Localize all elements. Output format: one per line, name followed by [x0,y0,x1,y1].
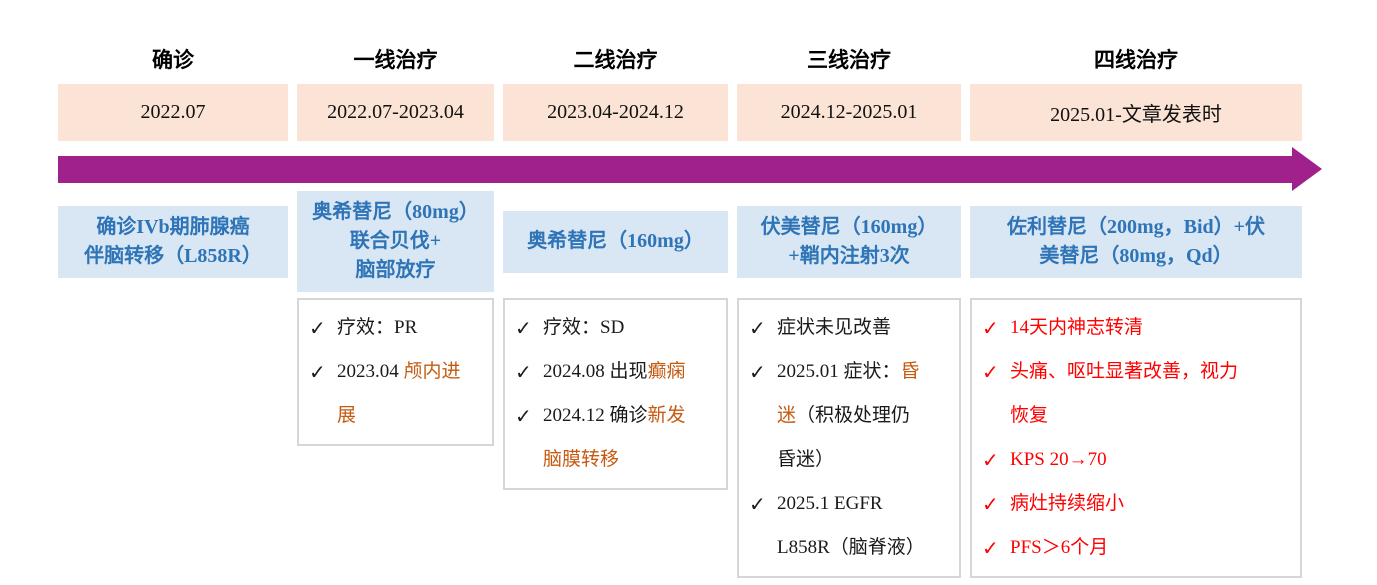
check-icon: ✓ [982,316,999,340]
outcome-text-segment: 恢复 [1010,405,1049,426]
outcome-text-segment: 疗效：SD [543,317,625,338]
date-range-label: 2023.04-2024.12 [547,101,684,123]
phase-header-third-line: 三线治疗 [807,48,891,72]
check-icon: ✓ [515,404,532,428]
outcome-text-segment: 迷 [777,405,797,426]
outcome-text-segment: 昏迷） [777,449,835,470]
check-icon: ✓ [982,360,999,384]
outcome-text-segment: 颅内进 [403,361,461,382]
outcome-text-segment: 症状未见改善 [777,317,892,338]
date-range-box: 2022.07-2023.04 [297,84,494,141]
date-range-box: 2022.07 [58,84,288,141]
date-range-box: 2023.04-2024.12 [503,84,728,141]
outcome-box: ✓ 疗效：PR ✓ 2023.04 颅内进 展 [297,298,494,446]
phase-header-first-line: 一线治疗 [353,48,438,72]
outcome-box: ✓ 14天内神志转清 ✓ 头痛、呕吐显著改善，视力 恢复 ✓ KPS 20→70… [970,298,1302,578]
outcome-text-segment: 疗效：PR [337,317,418,338]
outcome-text-segment: 2024.08 出现 [543,361,648,382]
outcome-text-segment: 昏 [900,361,920,382]
date-range-label: 2022.07-2023.04 [327,101,464,123]
check-icon: ✓ [749,360,766,384]
phase-header-diagnosis: 确诊 [152,48,194,72]
check-icon: ✓ [982,448,999,472]
arrow-head [1292,147,1322,191]
outcome-list: ✓ 疗效：SD ✓ 2024.08 出现癫痫 ✓ 2024.12 确诊新发 脑膜… [513,306,718,482]
timeline-arrow [0,147,1377,192]
outcome-text-segment: 2024.12 确诊 [543,405,648,426]
treatment-line: 伴脑转移（L858R） [84,244,262,267]
outcome-list: ✓ 14天内神志转清 ✓ 头痛、呕吐显著改善，视力 恢复 ✓ KPS 20→70… [980,306,1292,570]
outcome-item: ✓ 14天内神志转清 [980,306,1292,350]
treatment-line: 联合贝伐+ [349,230,442,252]
treatment-line: 奥希替尼（80mg） [312,201,479,223]
outcome-text-segment: 癫痫 [647,361,686,382]
outcome-text-segment: 新发 [647,405,686,426]
treatment-line: 奥希替尼（160mg） [527,230,704,252]
outcome-text-segment: 脑膜转移 [543,449,620,470]
date-range-label: 2022.07 [140,101,206,123]
phase-header-second-line: 二线治疗 [573,48,658,72]
treatment-line: 伏美替尼（160mg） [760,215,938,238]
date-range-label: 2024.12-2025.01 [780,101,918,123]
check-icon: ✓ [982,536,999,560]
outcome-item: ✓ 2023.04 颅内进 展 [307,350,484,438]
phase-headers-row: 确诊 一线治疗 二线治疗 三线治疗 四线治疗 [0,46,1377,74]
outcome-box: ✓ 症状未见改善 ✓ 2025.01 症状：昏 迷（积极处理仍 昏迷） ✓ 20… [737,298,961,578]
treatment-box: 佐利替尼（200mg，Bid）+伏 美替尼（80mg，Qd） [970,205,1302,278]
outcome-text-segment: 展 [337,405,357,426]
outcome-list: ✓ 症状未见改善 ✓ 2025.01 症状：昏 迷（积极处理仍 昏迷） ✓ 20… [747,306,951,570]
check-icon: ✓ [309,316,326,340]
check-icon: ✓ [749,316,766,340]
outcome-item: ✓ 2024.08 出现癫痫 [513,350,718,394]
outcome-text-segment: 2025.01 症状： [777,361,901,382]
outcome-text-segment: （积极处理仍 [796,405,911,426]
treatment-line: 佐利替尼（200mg，Bid）+伏 [1006,215,1266,238]
check-icon: ✓ [982,492,999,516]
check-icon: ✓ [309,360,326,384]
treatment-line: 美替尼（80mg，Qd） [1039,244,1233,267]
check-icon: ✓ [749,492,766,516]
outcomes-row: ✓ 疗效：PR ✓ 2023.04 颅内进 展 ✓ 疗效：SD [0,298,1377,578]
outcome-item: ✓ 头痛、呕吐显著改善，视力 恢复 [980,350,1292,438]
check-icon: ✓ [515,316,532,340]
outcome-item: ✓ 2025.01 症状：昏 迷（积极处理仍 昏迷） [747,350,951,482]
outcome-text-segment: 2023.04 [337,361,404,382]
treatment-box: 奥希替尼（160mg） [503,210,728,273]
treatment-box: 伏美替尼（160mg） +鞘内注射3次 [737,205,961,278]
outcome-item: ✓ 病灶持续缩小 [980,482,1292,526]
outcome-text-segment: PFS＞6个月 [1010,537,1109,558]
arrow-shaft [58,156,1292,183]
phase-header-fourth-line: 四线治疗 [1094,48,1178,72]
outcome-text-segment: L858R（脑脊液） [777,537,925,558]
outcome-list: ✓ 疗效：PR ✓ 2023.04 颅内进 展 [307,306,484,438]
treatment-line: 脑部放疗 [355,259,436,281]
date-range-label: 2025.01-文章发表时 [1050,104,1222,126]
outcome-box: ✓ 疗效：SD ✓ 2024.08 出现癫痫 ✓ 2024.12 确诊新发 脑膜… [503,298,728,490]
outcome-item: ✓ 疗效：PR [307,306,484,350]
outcome-item: ✓ PFS＞6个月 [980,526,1292,570]
outcome-item: ✓ 2025.1 EGFR L858R（脑脊液） [747,482,951,570]
outcome-text-segment: 14天内神志转清 [1010,317,1144,338]
outcome-text-segment: 头痛、呕吐显著改善，视力 [1010,361,1239,382]
outcome-item: ✓ 2024.12 确诊新发 脑膜转移 [513,394,718,482]
outcome-item: ✓ 疗效：SD [513,306,718,350]
check-icon: ✓ [515,360,532,384]
date-range-box: 2024.12-2025.01 [737,84,961,141]
treatment-box: 确诊IVb期肺腺癌 伴脑转移（L858R） [58,205,288,278]
treatments-row: 确诊IVb期肺腺癌 伴脑转移（L858R） 奥希替尼（80mg） 联合贝伐+ 脑… [0,191,1377,292]
treatment-line: 确诊IVb期肺腺癌 [96,215,250,238]
treatment-line: +鞘内注射3次 [788,244,910,267]
date-range-box: 2025.01-文章发表时 [970,84,1302,141]
treatment-box: 奥希替尼（80mg） 联合贝伐+ 脑部放疗 [297,191,494,292]
outcome-item: ✓ KPS 20→70 [980,438,1292,482]
outcome-text-segment: KPS 20→70 [1010,449,1107,470]
outcome-text-segment: 2025.1 EGFR [777,493,883,514]
date-ranges-row: 2022.07 2022.07-2023.04 2023.04-2024.12 … [0,84,1377,141]
outcome-item: ✓ 症状未见改善 [747,306,951,350]
outcome-text-segment: 病灶持续缩小 [1010,493,1125,514]
